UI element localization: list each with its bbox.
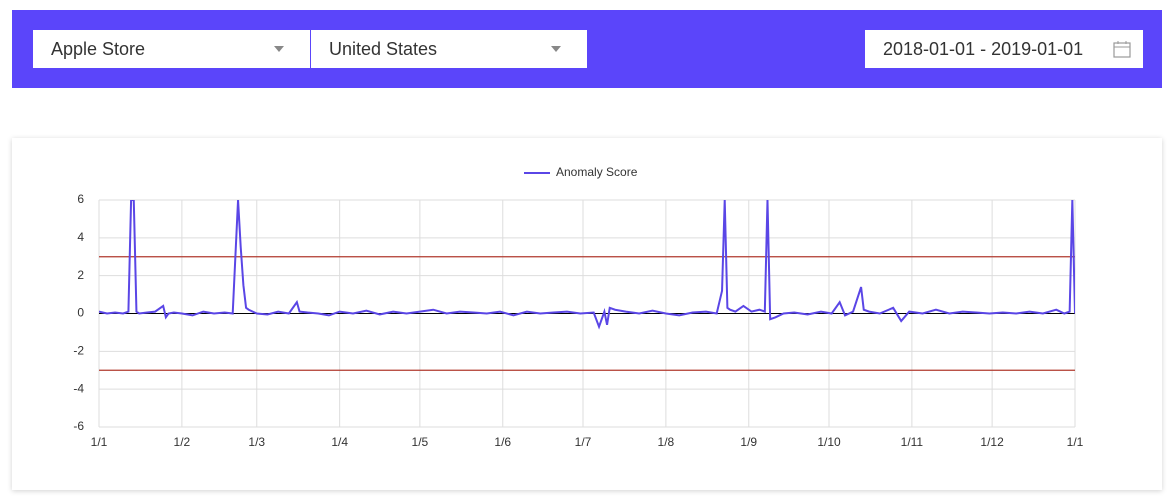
date-picker[interactable]: 2018-01-01 - 2019-01-01 [865,30,1143,68]
store-text: Apple Store [51,39,146,59]
x-tick-label: 1/11 [901,435,924,449]
caret [551,46,561,52]
x-tick-label: 1/8 [658,435,675,449]
series-line [99,200,1075,330]
caret [274,46,284,52]
country-select[interactable]: United States [311,30,587,68]
y-tick-label: -6 [73,419,84,433]
calendar-icon [1113,41,1131,58]
country-text: United States [329,39,438,59]
x-tick-label: 1/12 [980,435,1004,449]
toolbar: Apple Store United States 2018-01-01 - 2… [12,10,1162,88]
x-tick-label: 1/5 [412,435,429,449]
y-tick-label: -2 [73,344,84,358]
x-tick-label: 1/4 [331,435,348,449]
store-select[interactable]: Apple Store [33,30,310,68]
x-tick-label: 1/6 [494,435,511,449]
date-text: 2018-01-01 - 2019-01-01 [883,39,1084,59]
y-tick-label: 0 [77,306,84,320]
x-tick-label: 1/2 [174,435,191,449]
legend-label: Anomaly Score [556,165,638,179]
x-tick-label: 1/9 [740,435,757,449]
y-tick-label: -4 [73,381,84,395]
x-tick-label: 1/1 [91,435,108,449]
x-tick-label: 1/3 [248,435,265,449]
x-tick-label: 1/10 [817,435,841,449]
x-tick-label: 1/7 [575,435,592,449]
y-tick-label: 2 [77,268,84,282]
y-tick-label: 6 [77,192,84,206]
plot-area [99,200,1075,330]
x-tick-label: 1/1 [1067,435,1084,449]
y-tick-label: 4 [77,230,84,244]
